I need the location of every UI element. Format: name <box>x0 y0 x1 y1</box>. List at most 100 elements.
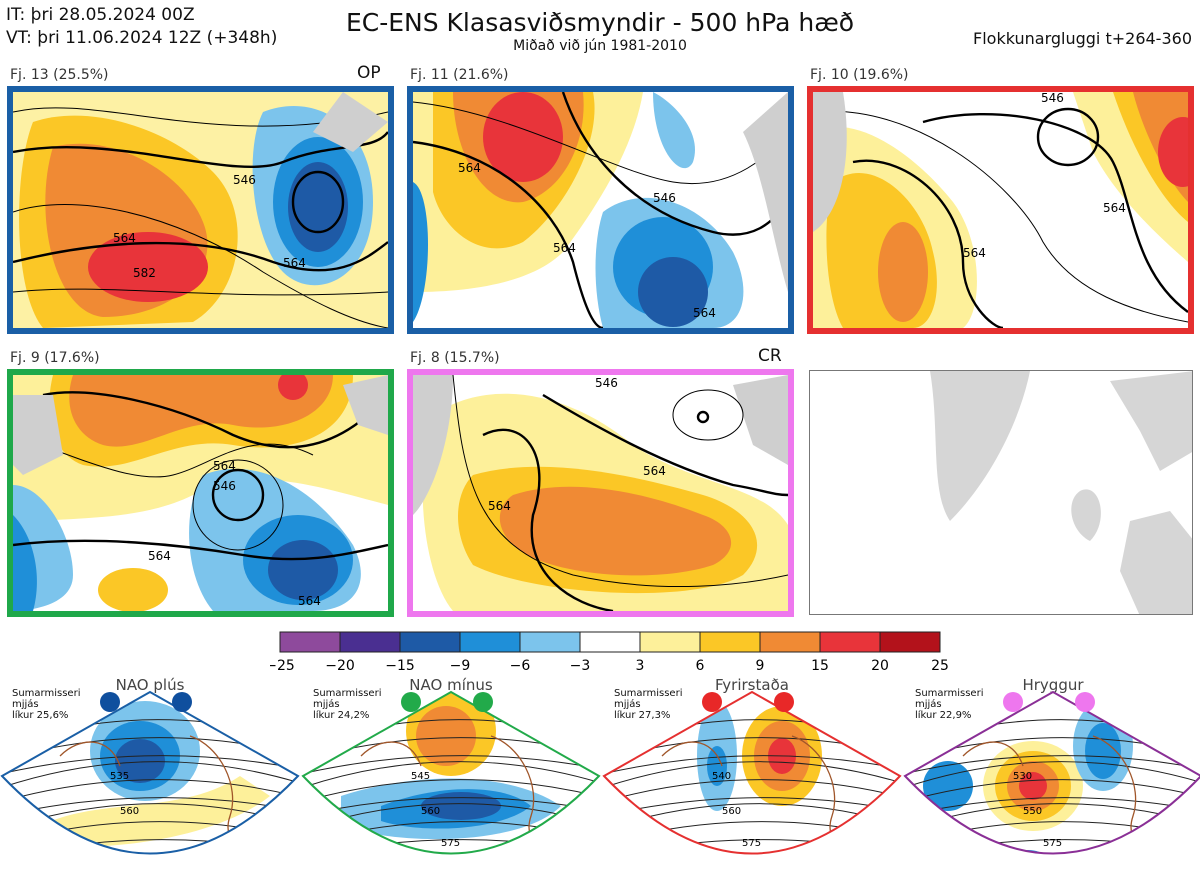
regime-panel: Sumarmisseri mjjás líkur 24,2% NAO mínus 545… <box>301 676 601 871</box>
regime-info-line: Sumarmisseri <box>12 688 81 699</box>
cluster-map-9-plot: 564 546 564 564 <box>13 375 388 611</box>
regime-contour-label: 540 <box>712 771 731 782</box>
coastline <box>661 741 723 767</box>
regime-name: Hryggur <box>1022 676 1084 694</box>
colorbar-segment <box>279 631 341 653</box>
regime-marker-dot <box>774 692 794 712</box>
regime-contour-label: 560 <box>722 806 741 817</box>
colorbar-segment <box>519 631 581 653</box>
height-contour <box>2 797 298 817</box>
p1-contour-label-2: 582 <box>133 266 156 280</box>
colorbar-segment <box>639 631 701 653</box>
cluster-map-8: 546 564 564 <box>407 369 794 617</box>
regime-info-line: mjjás <box>915 699 942 710</box>
regime-contour-label: 530 <box>1013 771 1032 782</box>
panel-label-5: Fj. 8 (15.7%) <box>410 350 500 366</box>
colorbar-tick-label: −3 <box>570 658 591 674</box>
regime-map: 535 560 <box>0 690 300 855</box>
p2-contour-label-2: 546 <box>653 191 676 205</box>
anomaly-blob <box>923 761 973 811</box>
p1-contour-label-1: 546 <box>233 173 256 187</box>
panel-tag-cr: CR <box>758 346 782 366</box>
colorbar-tick-label: −6 <box>510 658 531 674</box>
colorbar-segment <box>399 631 461 653</box>
p4-contour-label-1: 564 <box>213 459 236 473</box>
colorbar-tick-label: −15 <box>385 658 415 674</box>
panel-tag-op: OP <box>357 63 381 83</box>
valid-time: VT: þri 11.06.2024 12Z (+348h) <box>6 28 278 48</box>
regime-contour-label: 575 <box>1043 838 1062 849</box>
regime-marker-dot <box>473 692 493 712</box>
regime-info: Sumarmisseri mjjás líkur 22,9% <box>915 688 983 721</box>
page-title: EC-ENS Klasasviðsmyndir - 500 hPa hæð <box>345 8 855 37</box>
regime-contour-label: 550 <box>1023 806 1042 817</box>
regime-info-line: líkur 27,3% <box>614 710 671 721</box>
regime-panel: Sumarmisseri mjjás líkur 22,9% Hryggur 530 55… <box>903 676 1200 871</box>
p2-contour-label-3: 564 <box>553 241 576 255</box>
colorbar-tick-label: 9 <box>756 658 765 674</box>
height-contour <box>303 755 599 775</box>
colorbar-tick-label: 6 <box>696 658 705 674</box>
panel-label-3: Fj. 10 (19.6%) <box>810 67 909 83</box>
regime-frame <box>602 690 902 855</box>
regime-marker-dot <box>1075 692 1095 712</box>
p2-contour-label-4: 564 <box>693 306 716 320</box>
regime-panel: Sumarmisseri mjjás líkur 27,3% Fyrirstaða 54… <box>602 676 902 871</box>
coastline <box>59 741 121 767</box>
panel-label-1: Fj. 13 (25.5%) <box>10 67 109 83</box>
colorbar-tick-label: 15 <box>811 658 829 674</box>
height-contour <box>2 755 298 775</box>
regime-marker-dot <box>1003 692 1023 712</box>
forecast-times: IT: þri 28.05.2024 00Z VT: þri 11.06.202… <box>6 4 277 50</box>
p3-contour-label-3: 564 <box>1103 201 1126 215</box>
anomaly-blob <box>1019 772 1047 800</box>
height-contour <box>905 761 1200 789</box>
regime-info: Sumarmisseri mjjás líkur 27,3% <box>614 688 682 721</box>
coastline <box>360 741 422 767</box>
colorbar-tick-label: 3 <box>636 658 645 674</box>
cluster-map-8-plot: 546 564 564 <box>413 375 788 611</box>
regime-info-line: mjjás <box>313 699 340 710</box>
reference-map-plot <box>930 371 1192 614</box>
regime-info-line: líkur 22,9% <box>915 710 972 721</box>
p2-contour-label-1: 564 <box>458 161 481 175</box>
regime-marker-dot <box>100 692 120 712</box>
panel-label-2: Fj. 11 (21.6%) <box>410 67 509 83</box>
p5-contour-label-3: 564 <box>488 499 511 513</box>
p1-contour-label-3: 564 <box>113 231 136 245</box>
regime-info-line: Sumarmisseri <box>614 688 683 699</box>
height-contour <box>905 797 1200 817</box>
height-contour <box>2 839 298 854</box>
regime-marker-dot <box>401 692 421 712</box>
p1-contour-label-4: 564 <box>283 256 306 270</box>
anomaly-blob <box>115 739 165 783</box>
regime-marker-dot <box>172 692 192 712</box>
panel-label-4: Fj. 9 (17.6%) <box>10 350 100 366</box>
regime-info-line: mjjás <box>614 699 641 710</box>
regime-contour-label: 545 <box>411 771 430 782</box>
height-contour <box>2 779 298 803</box>
regime-name: NAO mínus <box>409 676 493 694</box>
colorbar-tick-label: 25 <box>931 658 949 674</box>
regime-map: 545 560 575 <box>301 690 601 855</box>
anomaly-blob <box>707 746 727 786</box>
colorbar-segment <box>819 631 881 653</box>
regime-info-line: Sumarmisseri <box>313 688 382 699</box>
height-contour <box>604 755 900 775</box>
height-contour <box>303 779 599 803</box>
colorbar-segment <box>879 631 941 653</box>
height-contour <box>905 755 1200 775</box>
regime-frame <box>0 690 300 855</box>
regime-info-line: líkur 25,6% <box>12 710 69 721</box>
p4-contour-label-4: 564 <box>298 594 321 608</box>
colorbar: −25 −20 −15 −9 −6 −3 3 6 9 15 20 25 <box>270 631 949 674</box>
colorbar-segment <box>579 631 641 653</box>
regime-name: Fyrirstaða <box>715 676 789 694</box>
regime-marker-dot <box>702 692 722 712</box>
colorbar-segment <box>699 631 761 653</box>
colorbar-tick-label: −9 <box>450 658 471 674</box>
cluster-map-13: 546 582 564 564 <box>7 86 394 334</box>
regime-info-line: mjjás <box>12 699 39 710</box>
colorbar-segment <box>339 631 401 653</box>
cluster-map-10: 546 564 564 <box>807 86 1194 334</box>
